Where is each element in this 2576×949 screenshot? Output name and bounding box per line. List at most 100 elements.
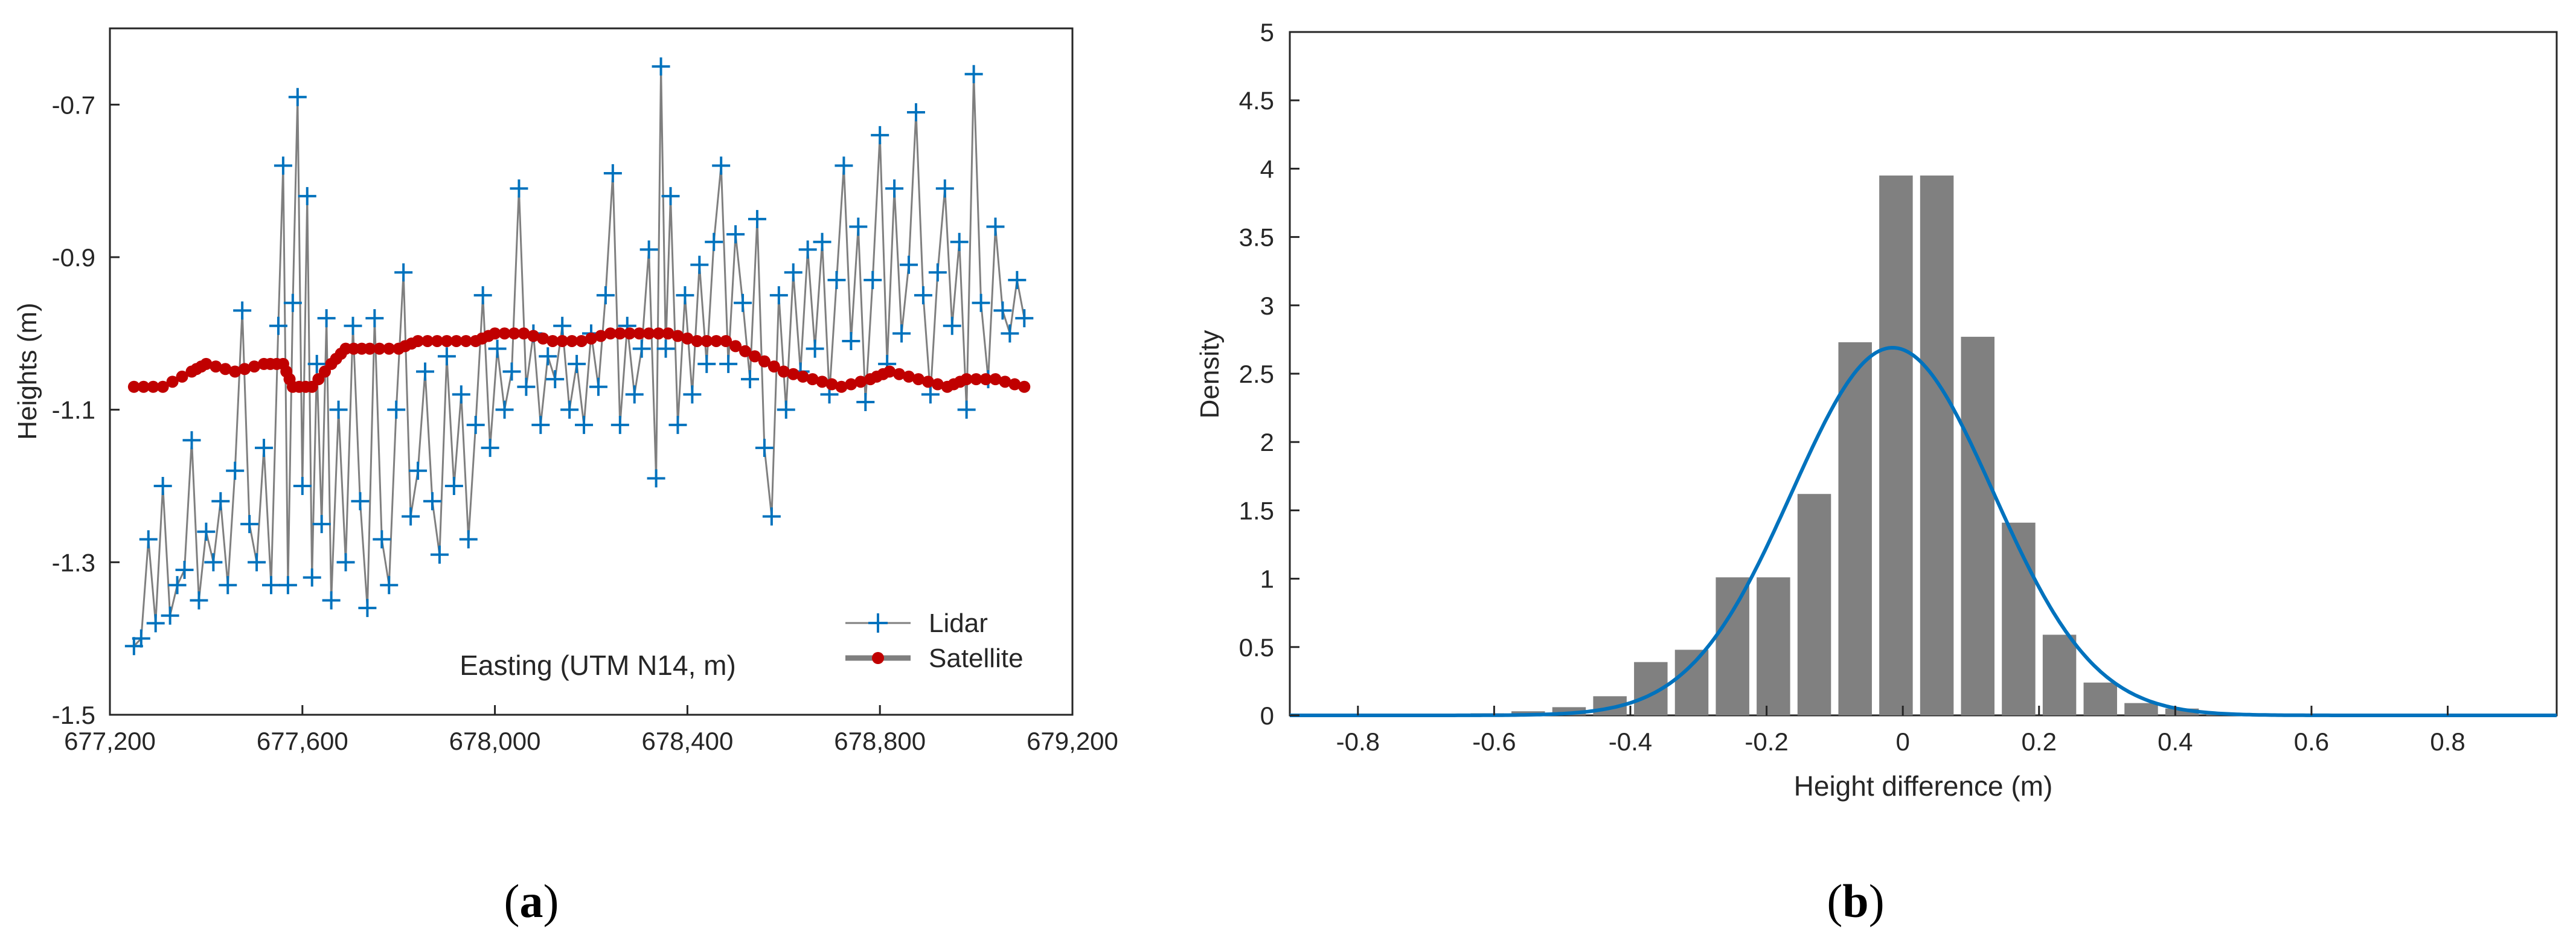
satellite-point — [373, 342, 386, 355]
lidar-point — [344, 316, 362, 335]
lidar-point — [197, 522, 216, 541]
histogram-bar — [1879, 175, 1913, 716]
satellite-point — [662, 327, 674, 340]
lidar-point — [168, 576, 187, 595]
panel-b-y-axis-label: Density — [1195, 330, 1225, 419]
x-tick-label: 678,400 — [641, 727, 733, 755]
lidar-point — [777, 400, 795, 419]
lidar-point — [219, 576, 237, 595]
x-tick-label: 0.8 — [2430, 727, 2465, 756]
lidar-point — [625, 385, 644, 404]
lidar-point — [603, 164, 622, 183]
lidar-point — [676, 286, 694, 305]
lidar-point — [892, 324, 911, 343]
lidar-point — [755, 438, 774, 457]
lidar-point — [906, 103, 925, 121]
lidar-point — [336, 553, 355, 572]
x-tick-label: -0.2 — [1745, 727, 1788, 756]
lidar-point — [329, 400, 348, 419]
lidar-point — [248, 553, 266, 572]
satellite-point — [825, 378, 838, 391]
lidar-point — [204, 553, 223, 572]
histogram-bar — [2002, 522, 2036, 715]
satellite-point — [248, 360, 261, 373]
lidar-point — [211, 492, 230, 511]
lidar-point — [575, 415, 594, 434]
satellite-point — [796, 370, 809, 383]
satellite-point — [883, 365, 896, 378]
satellite-point — [127, 380, 140, 393]
histogram-bar — [1920, 175, 1954, 716]
satellite-point — [642, 327, 655, 340]
satellite-point — [412, 334, 425, 347]
lidar-point — [437, 347, 456, 366]
lidar-point — [283, 293, 302, 312]
lidar-point — [769, 286, 788, 305]
panel-a-x-axis-label: Easting (UTM N14, m) — [460, 650, 736, 681]
lidar-point — [132, 629, 150, 648]
y-tick-label: 5 — [1260, 18, 1274, 46]
satellite-point — [999, 375, 1011, 388]
lidar-point — [835, 156, 853, 175]
lidar-point — [373, 530, 391, 549]
lidar-point — [317, 309, 336, 328]
lidar-point — [190, 591, 208, 610]
lidar-point — [402, 507, 420, 526]
lidar-point — [798, 240, 817, 259]
lidar-point — [993, 301, 1012, 320]
lidar-point — [365, 309, 384, 328]
satellite-point — [364, 342, 376, 355]
panel-a-caption: (a) — [504, 875, 559, 927]
lidar-point — [762, 507, 781, 526]
lidar-point — [610, 415, 629, 434]
y-tick-label: -1.5 — [52, 701, 95, 729]
y-tick-label: 3 — [1260, 292, 1274, 320]
satellite-series-markers — [127, 327, 1031, 393]
lidar-point — [697, 354, 716, 373]
satellite-point — [691, 334, 703, 347]
lidar-point — [510, 179, 528, 198]
legend-lidar-label: Lidar — [929, 609, 988, 638]
lidar-point — [928, 263, 947, 282]
satellite-point — [970, 373, 982, 386]
lidar-point — [416, 362, 435, 381]
y-tick-label: 2.5 — [1239, 360, 1274, 388]
lidar-point — [705, 232, 723, 251]
panel-a-y-axis-label: Heights (m) — [13, 302, 42, 439]
y-tick-label: 4 — [1260, 155, 1274, 183]
y-tick-label: 0 — [1260, 701, 1274, 730]
lidar-point — [935, 179, 954, 198]
satellite-point — [147, 380, 159, 393]
lidar-series-markers — [124, 57, 1034, 656]
satellite-point — [912, 373, 924, 386]
satellite-point — [979, 373, 992, 386]
lidar-point — [539, 347, 557, 366]
satellite-point — [671, 330, 684, 342]
satellite-point — [681, 332, 694, 345]
satellite-point — [604, 327, 617, 340]
satellite-point — [960, 373, 973, 386]
satellite-point — [1008, 378, 1021, 391]
panel-b-caption: (b) — [1827, 875, 1885, 927]
satellite-point — [835, 380, 848, 393]
histogram-bar — [1674, 650, 1709, 715]
lidar-point — [668, 415, 687, 434]
satellite-point — [239, 363, 251, 375]
lidar-point — [322, 591, 341, 610]
lidar-point — [161, 606, 179, 625]
lidar-point — [298, 187, 316, 205]
lidar-point — [269, 316, 287, 335]
lidar-point — [452, 385, 470, 404]
satellite-point — [748, 350, 761, 363]
satellite-point — [575, 334, 588, 347]
lidar-point — [226, 461, 245, 480]
lidar-point — [517, 377, 536, 396]
satellite-point — [893, 368, 906, 380]
lidar-point — [596, 286, 615, 305]
satellite-point — [729, 340, 742, 353]
legend-lidar-plus-icon — [868, 613, 888, 633]
lidar-point — [444, 477, 463, 495]
satellite-point — [594, 330, 607, 342]
satellite-point — [739, 345, 752, 357]
y-tick-label: 0.5 — [1239, 633, 1274, 662]
